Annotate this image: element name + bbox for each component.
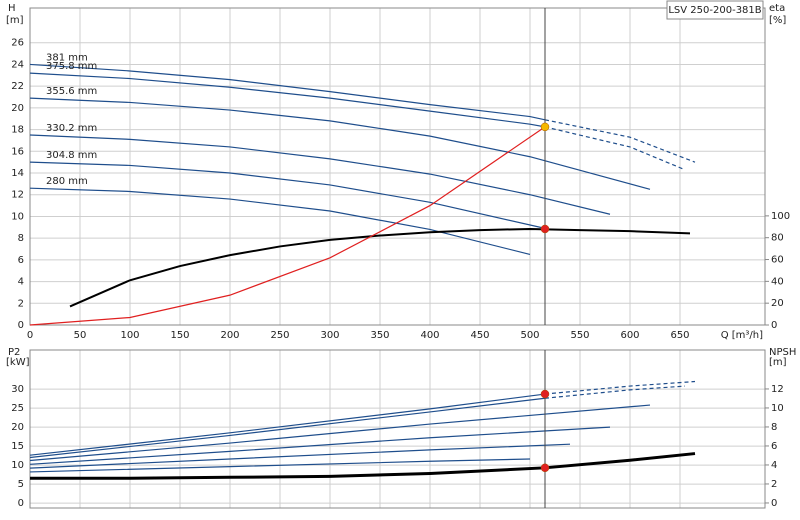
y-tick-label: 26 [11, 38, 24, 49]
curve [30, 452, 696, 480]
title-box [666, 0, 764, 20]
x-tick-label: 550 [570, 330, 589, 341]
curve [29, 393, 546, 456]
y-tick-label: 22 [11, 81, 24, 92]
y-axis-unit: [m] [6, 15, 24, 26]
y2-tick-label: 60 [771, 255, 784, 266]
chart-title: LSV 250-200-381B [668, 5, 761, 16]
plot-frame [29, 7, 766, 326]
curve [29, 161, 546, 229]
y2-tick-label: 10 [771, 403, 784, 414]
x-tick-label: 200 [220, 330, 239, 341]
curve [29, 187, 531, 256]
x-tick-label: 450 [470, 330, 489, 341]
y-tick-label: 20 [11, 422, 24, 433]
y-tick-label: 2 [18, 298, 24, 309]
curve [544, 126, 686, 171]
x-tick-label: 300 [320, 330, 339, 341]
curve-label: 280 mm [46, 176, 88, 187]
x-tick-label: 600 [620, 330, 639, 341]
y-tick-label: 15 [11, 441, 24, 452]
y2-tick-label: 80 [771, 233, 784, 244]
duty-point [540, 463, 550, 473]
curve [29, 134, 611, 215]
y2-tick-label: 20 [771, 298, 784, 309]
duty-point [540, 389, 550, 399]
curve [29, 404, 651, 462]
y-tick-label: 4 [18, 277, 24, 288]
y-tick-label: 10 [11, 460, 24, 471]
x-tick-label: 150 [170, 330, 189, 341]
curve-label: 375.8 mm [46, 61, 97, 72]
curve [29, 443, 571, 469]
x-tick-label: 100 [120, 330, 139, 341]
curve [69, 227, 691, 308]
y2-axis-label: NPSH [769, 347, 796, 358]
y-tick-label: 10 [11, 211, 24, 222]
curve [544, 385, 686, 399]
curve [29, 397, 546, 459]
duty-point [540, 224, 550, 234]
x-tick-label: 0 [27, 330, 33, 341]
y-tick-label: 12 [11, 190, 24, 201]
y-tick-label: 8 [18, 233, 24, 244]
y-tick-label: 18 [11, 125, 24, 136]
y-axis-label: H [8, 3, 16, 14]
curve [29, 97, 651, 190]
y-tick-label: 0 [18, 498, 24, 509]
x-tick-label: 650 [670, 330, 689, 341]
curve-label: 381 mm [46, 52, 88, 63]
y-tick-label: 25 [11, 403, 24, 414]
y2-tick-label: 0 [771, 498, 777, 509]
y-tick-label: 30 [11, 384, 24, 395]
y2-tick-label: 2 [771, 479, 777, 490]
curve [544, 380, 696, 395]
curve [29, 458, 531, 473]
x-tick-label: 50 [74, 330, 87, 341]
y-tick-label: 5 [18, 479, 24, 490]
duty-point [540, 122, 550, 132]
y2-tick-label: 8 [771, 422, 777, 433]
x-tick-label: 250 [270, 330, 289, 341]
y2-tick-label: 4 [771, 460, 777, 471]
x-tick-label: 350 [370, 330, 389, 341]
x-tick-label: 400 [420, 330, 439, 341]
y-axis-unit: [kW] [6, 357, 30, 368]
y2-tick-label: 40 [771, 276, 784, 287]
curve [29, 126, 546, 326]
x-axis-label: Q [m³/h] [721, 330, 763, 341]
y-axis-label: P2 [8, 347, 20, 358]
curve [544, 119, 696, 163]
y-tick-label: 0 [18, 320, 24, 331]
plot-frame [29, 349, 766, 509]
y2-axis-unit: [m] [769, 357, 787, 368]
y-tick-label: 6 [18, 255, 24, 266]
curve [29, 72, 546, 128]
y2-tick-label: 6 [771, 441, 777, 452]
curve-label: 330.2 mm [46, 123, 97, 134]
y2-tick-label: 0 [771, 320, 777, 331]
y-tick-label: 14 [11, 168, 24, 179]
y-tick-label: 16 [11, 146, 24, 157]
curve-label: 355.6 mm [46, 86, 97, 97]
y-tick-label: 20 [11, 103, 24, 114]
y2-tick-label: 100 [771, 211, 790, 222]
y-tick-label: 24 [11, 59, 24, 70]
y2-tick-label: 12 [771, 384, 784, 395]
y2-axis-label: eta [769, 3, 785, 14]
curve [29, 426, 611, 465]
x-tick-label: 500 [520, 330, 539, 341]
y2-axis-unit: [%] [769, 15, 786, 26]
curve-label: 304.8 mm [46, 150, 97, 161]
curve [29, 63, 546, 121]
